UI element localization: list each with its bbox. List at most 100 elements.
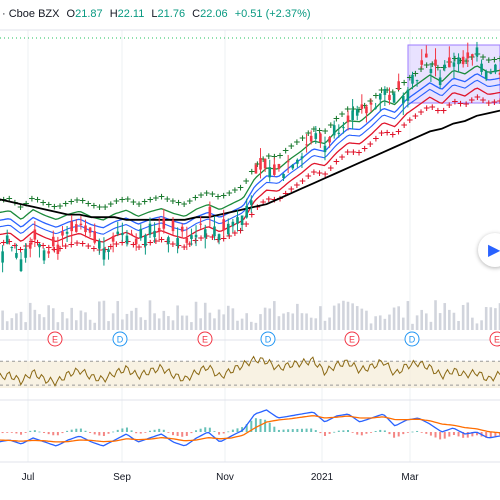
cross-red: + bbox=[440, 107, 448, 117]
candle-body bbox=[254, 164, 258, 174]
candle-body bbox=[494, 64, 497, 73]
cross-green: + bbox=[152, 194, 160, 204]
candle-body bbox=[167, 237, 170, 244]
macd-hist-bar bbox=[139, 432, 142, 434]
volume-bar bbox=[51, 308, 55, 330]
cross-red: + bbox=[479, 96, 487, 106]
cross-red: + bbox=[316, 169, 324, 179]
event-marker-d[interactable]: D bbox=[112, 331, 128, 347]
cross-green: + bbox=[6, 195, 14, 205]
volume-bar bbox=[296, 303, 299, 330]
event-marker-d[interactable]: D bbox=[260, 331, 276, 347]
volume-bar bbox=[388, 314, 391, 330]
cross-red: + bbox=[225, 232, 233, 242]
cross-green: + bbox=[406, 73, 414, 83]
candle-body bbox=[180, 226, 184, 232]
cross-green: + bbox=[479, 53, 487, 63]
volume-bar bbox=[438, 313, 442, 330]
candle-body bbox=[443, 64, 447, 69]
candle-body bbox=[434, 59, 437, 66]
volume-bar bbox=[434, 300, 437, 330]
volume-bar bbox=[268, 308, 272, 330]
cross-green: + bbox=[389, 88, 397, 98]
candle-body bbox=[383, 88, 387, 95]
event-marker-circle bbox=[47, 331, 63, 347]
event-marker-e[interactable]: E bbox=[47, 331, 63, 347]
candle-body bbox=[240, 215, 244, 225]
cross-red: + bbox=[457, 99, 465, 109]
volume-bar bbox=[286, 312, 290, 330]
cross-red: + bbox=[344, 148, 352, 158]
candle-body bbox=[24, 248, 27, 258]
candle-body bbox=[425, 53, 428, 58]
candle-body bbox=[65, 231, 69, 234]
replay-button[interactable]: ▶ bbox=[478, 233, 500, 267]
macd-hist-bar bbox=[20, 432, 23, 435]
macd-hist-bar bbox=[314, 430, 317, 432]
cross-green: + bbox=[22, 199, 30, 209]
cross-red: + bbox=[389, 131, 397, 141]
cross-red: + bbox=[293, 181, 301, 191]
candle-body bbox=[107, 249, 110, 252]
cross-red: + bbox=[79, 239, 87, 249]
candle-body bbox=[355, 109, 359, 116]
macd-hist-bar bbox=[208, 427, 211, 432]
candle-body bbox=[28, 242, 32, 249]
cross-green: + bbox=[496, 54, 500, 64]
event-marker-label: E bbox=[494, 335, 500, 345]
macd-hist-bar bbox=[107, 432, 110, 434]
volume-bar bbox=[360, 308, 364, 330]
candle-body bbox=[415, 80, 419, 82]
volume-bar bbox=[332, 305, 336, 330]
ribbon-line bbox=[0, 73, 500, 229]
event-marker-circle bbox=[112, 331, 128, 347]
volume-bar bbox=[369, 323, 373, 330]
macd-hist-bar bbox=[296, 428, 299, 432]
cross-red: + bbox=[462, 100, 470, 110]
cross-red: + bbox=[17, 246, 25, 256]
cross-green: + bbox=[304, 129, 312, 139]
candle-body bbox=[199, 223, 202, 225]
macd-hist-bar bbox=[333, 431, 336, 433]
macd-hist-bar bbox=[393, 432, 396, 438]
event-marker-e[interactable]: E bbox=[197, 331, 213, 347]
macd-hist-bar bbox=[218, 432, 221, 435]
candle-body bbox=[42, 250, 46, 261]
cross-red: + bbox=[333, 158, 341, 168]
macd-hist-bar bbox=[305, 428, 308, 432]
volume-bar bbox=[461, 304, 465, 330]
macd-hist-bar bbox=[43, 432, 46, 434]
macd-hist-bar bbox=[148, 430, 151, 432]
volume-bar bbox=[79, 310, 83, 330]
volume-bar bbox=[185, 315, 189, 330]
event-marker-e[interactable]: E bbox=[489, 331, 500, 347]
macd-hist-bar bbox=[93, 432, 96, 435]
volume-bar bbox=[213, 318, 216, 330]
event-marker-d[interactable]: D bbox=[404, 331, 420, 347]
macd-hist-bar bbox=[434, 432, 437, 438]
candle-body bbox=[484, 71, 488, 80]
cross-green: + bbox=[113, 197, 121, 207]
macd-hist-bar bbox=[383, 430, 386, 432]
candle-body bbox=[111, 236, 115, 242]
macd-hist-bar bbox=[38, 431, 41, 433]
candle-body bbox=[273, 164, 276, 175]
candle-body bbox=[263, 158, 267, 169]
cross-green: + bbox=[225, 189, 233, 199]
cross-red: + bbox=[118, 238, 126, 248]
volume-bar bbox=[429, 321, 433, 330]
macd-hist-bar bbox=[135, 432, 138, 434]
candle-body bbox=[282, 173, 285, 178]
volume-bar bbox=[167, 316, 170, 330]
macd-hist-bar bbox=[52, 432, 55, 436]
macd-hist-bar bbox=[204, 427, 207, 432]
x-tick-label: Sep bbox=[113, 472, 131, 483]
macd-hist-bar bbox=[264, 419, 267, 432]
cross-red: + bbox=[310, 168, 318, 178]
macd-hist-bar bbox=[195, 430, 198, 432]
event-marker-e[interactable]: E bbox=[344, 331, 360, 347]
macd-hist-bar bbox=[144, 432, 147, 433]
volume-bar bbox=[337, 303, 341, 330]
cross-red: + bbox=[51, 246, 59, 256]
